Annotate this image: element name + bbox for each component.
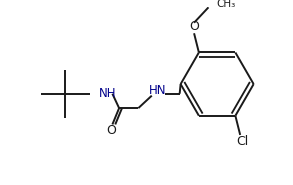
Text: O: O (189, 20, 199, 33)
Text: CH₃: CH₃ (216, 0, 235, 9)
Text: O: O (106, 124, 116, 137)
Text: NH: NH (99, 87, 116, 100)
Text: HN: HN (149, 84, 166, 97)
Text: Cl: Cl (236, 135, 248, 148)
